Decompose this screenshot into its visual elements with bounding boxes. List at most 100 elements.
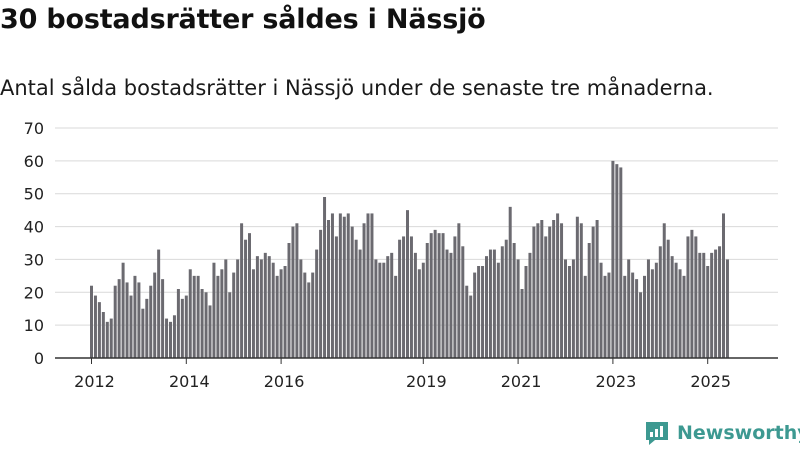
bar <box>338 213 342 358</box>
y-tick-label: 30 <box>24 250 44 269</box>
bar <box>686 236 690 358</box>
bar <box>564 259 567 358</box>
bar <box>552 220 556 358</box>
bar <box>682 275 686 358</box>
bar <box>137 282 141 358</box>
bar <box>567 266 571 358</box>
bar <box>90 285 93 358</box>
bar <box>619 167 623 358</box>
bar <box>694 236 698 358</box>
brand-name: Newsworthy <box>677 422 800 444</box>
y-tick-label: 50 <box>24 185 44 204</box>
bar <box>544 236 548 358</box>
bar <box>445 249 449 358</box>
bar <box>409 236 413 358</box>
bar <box>516 259 520 358</box>
chart-subtitle: Antal sålda bostadsrätter i Nässjö under… <box>0 76 714 100</box>
x-tick-label: 2016 <box>264 372 305 391</box>
bar <box>571 259 575 358</box>
bar <box>141 308 145 358</box>
bar <box>504 239 508 358</box>
bar <box>488 249 492 358</box>
bar <box>429 233 433 358</box>
y-tick-label: 20 <box>24 283 44 302</box>
bar <box>710 252 714 358</box>
bar <box>658 246 662 358</box>
bar <box>240 223 244 358</box>
bar <box>722 213 725 358</box>
bar <box>319 229 323 358</box>
bar <box>176 289 180 358</box>
bar <box>390 252 394 358</box>
bar <box>204 292 208 358</box>
bar <box>635 279 639 358</box>
bar <box>591 226 595 358</box>
bar-chart: 0 10 20 30 40 50 60 70 2012 2014 2016 2019 2021 2023 2… <box>24 112 778 391</box>
bar <box>153 272 157 358</box>
bar <box>643 275 646 358</box>
bar <box>631 272 635 358</box>
bar <box>248 233 251 358</box>
bar <box>232 272 236 358</box>
bar <box>678 269 682 358</box>
y-tick-label: 10 <box>24 316 44 335</box>
bar <box>117 279 121 358</box>
bar <box>220 269 224 358</box>
bar <box>615 164 619 358</box>
bar <box>105 321 109 358</box>
bar <box>216 275 220 358</box>
x-tick-label: 2023 <box>596 372 637 391</box>
bar <box>433 229 437 358</box>
bar <box>670 256 674 358</box>
bar <box>342 216 346 358</box>
bar <box>406 210 409 358</box>
bar <box>437 233 441 358</box>
bar <box>425 243 429 358</box>
bar <box>184 295 188 358</box>
bar <box>295 223 299 358</box>
bar <box>121 262 125 358</box>
bar <box>481 266 485 358</box>
bar <box>192 275 196 358</box>
bar <box>370 213 374 358</box>
bar <box>607 272 611 358</box>
bar <box>725 259 729 358</box>
bar <box>595 220 599 358</box>
bar <box>702 252 706 358</box>
newsworthy-logo-icon <box>646 422 668 445</box>
bar <box>196 275 200 358</box>
bar <box>508 206 512 358</box>
bar <box>496 262 500 358</box>
bar <box>457 223 461 358</box>
bar <box>583 275 587 358</box>
bar <box>623 275 627 358</box>
bar <box>358 249 362 358</box>
bar <box>382 262 386 358</box>
bar <box>465 285 469 358</box>
bar <box>125 282 129 358</box>
bar <box>666 239 670 358</box>
bar <box>93 295 97 358</box>
brand-footer[interactable]: Newsworthy <box>644 420 800 446</box>
bar <box>714 249 718 358</box>
bar <box>524 266 528 358</box>
bar <box>374 259 378 358</box>
bar <box>690 229 694 358</box>
bar <box>413 252 417 358</box>
x-tick-label: 2021 <box>501 372 542 391</box>
bar <box>255 256 259 358</box>
bar <box>350 226 354 358</box>
bar <box>587 243 591 358</box>
bar <box>283 266 287 358</box>
bar <box>311 272 315 358</box>
bar <box>291 226 295 358</box>
bar <box>394 275 398 358</box>
bar <box>180 298 184 358</box>
bar <box>662 223 666 358</box>
bar <box>149 285 153 358</box>
bar <box>520 289 524 358</box>
x-tick-label: 2019 <box>406 372 447 391</box>
bar <box>639 292 643 358</box>
bar <box>109 318 113 358</box>
bar <box>346 213 350 358</box>
